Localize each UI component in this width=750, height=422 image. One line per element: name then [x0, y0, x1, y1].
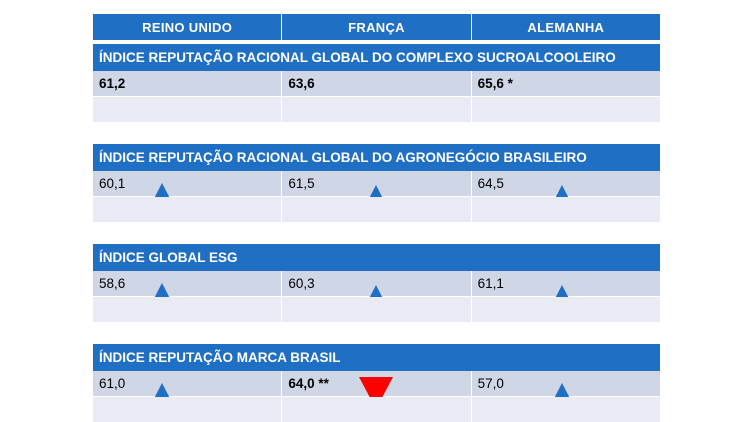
section-title-esg: ÍNDICE GLOBAL ESG — [93, 244, 660, 271]
value-cell-uk: 58,6 — [93, 271, 282, 316]
value-row: 58,6 60,3 61,1 — [93, 271, 660, 318]
value-cell-germany: 64,5 — [470, 171, 660, 218]
value-text: 61,0 — [99, 376, 126, 391]
value-cell-germany: 57,0 — [470, 371, 660, 416]
section-title-agronegocio: ÍNDICE REPUTAÇÃO RACIONAL GLOBAL DO AGRO… — [93, 144, 660, 171]
value-cell-france: 64,0 ** — [281, 371, 471, 409]
value-cell-germany: 61,1 — [470, 271, 660, 318]
value-cell-uk: 60,1 — [93, 171, 282, 216]
value-cell-germany: 65,6 * — [470, 71, 660, 96]
value-cell-france: 60,3 — [281, 271, 471, 318]
value-text: 61,1 — [477, 276, 504, 291]
spacer-cell — [470, 97, 660, 122]
spacer-cell — [93, 97, 282, 122]
value-cell-france: 61,5 — [281, 171, 471, 218]
section-title-marca-brasil: ÍNDICE REPUTAÇÃO MARCA BRASIL — [93, 344, 660, 371]
comparison-table: REINO UNIDO FRANÇA ALEMANHA ÍNDICE REPUT… — [93, 14, 660, 422]
value-row: 61,2 63,6 65,6 * — [93, 71, 660, 96]
column-header-france: FRANÇA — [281, 14, 471, 40]
value-text: 61,5 — [288, 176, 315, 191]
value-text: 60,1 — [99, 176, 126, 191]
value-row: 60,1 61,5 64,5 — [93, 171, 660, 218]
section-title-sucroalcooleiro: ÍNDICE REPUTAÇÃO RACIONAL GLOBAL DO COMP… — [93, 44, 660, 71]
value-cell-france: 63,6 — [281, 71, 471, 96]
spacer-cell — [281, 97, 471, 122]
value-text: 57,0 — [477, 376, 504, 391]
value-text: 60,3 — [288, 276, 315, 291]
spacer-row — [93, 296, 660, 322]
column-header-row: REINO UNIDO FRANÇA ALEMANHA — [93, 14, 660, 40]
value-text: 58,6 — [99, 276, 126, 291]
value-row: 61,0 64,0 ** 57,0 — [93, 371, 660, 416]
value-cell-uk: 61,0 — [93, 371, 282, 416]
value-text: 64,0 ** — [288, 376, 329, 391]
column-header-uk: REINO UNIDO — [93, 14, 282, 40]
value-cell-uk: 61,2 — [93, 71, 282, 96]
spacer-row — [93, 96, 660, 122]
spacer-row — [93, 196, 660, 222]
column-header-germany: ALEMANHA — [470, 14, 660, 40]
value-text: 64,5 — [477, 176, 504, 191]
